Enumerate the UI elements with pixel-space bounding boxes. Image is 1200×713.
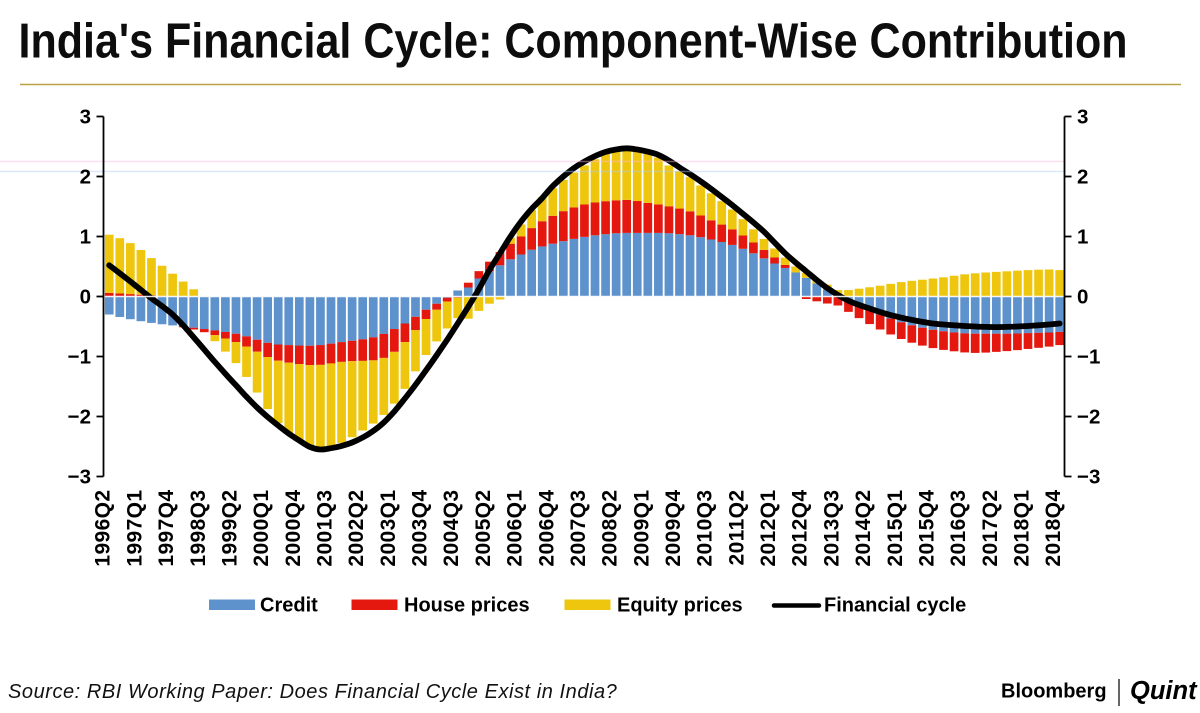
svg-text:2005Q2: 2005Q2 <box>472 490 495 567</box>
svg-text:2011Q2: 2011Q2 <box>725 490 748 566</box>
svg-text:2015Q4: 2015Q4 <box>915 490 938 567</box>
svg-text:2015Q1: 2015Q1 <box>884 490 907 567</box>
svg-text:2007Q3: 2007Q3 <box>567 490 590 567</box>
svg-text:1997Q1: 1997Q1 <box>123 490 146 567</box>
svg-text:Equity prices: Equity prices <box>617 595 743 617</box>
svg-text:2000Q1: 2000Q1 <box>250 490 273 567</box>
svg-text:1: 1 <box>80 226 91 249</box>
svg-text:2000Q4: 2000Q4 <box>282 490 305 567</box>
svg-text:2003Q1: 2003Q1 <box>377 490 400 567</box>
svg-text:2009Q1: 2009Q1 <box>630 490 653 567</box>
svg-text:Quint: Quint <box>1130 677 1198 705</box>
svg-text:2018Q1: 2018Q1 <box>1011 490 1034 567</box>
svg-text:1999Q2: 1999Q2 <box>219 490 242 567</box>
svg-text:2006Q1: 2006Q1 <box>504 490 527 567</box>
svg-text:2014Q2: 2014Q2 <box>852 490 875 567</box>
svg-text:2: 2 <box>80 166 91 189</box>
svg-text:2003Q4: 2003Q4 <box>409 490 432 567</box>
svg-text:2008Q2: 2008Q2 <box>599 490 622 567</box>
svg-text:2013Q3: 2013Q3 <box>820 490 843 567</box>
svg-text:0: 0 <box>80 286 91 309</box>
svg-text:2006Q4: 2006Q4 <box>535 490 558 567</box>
svg-text:2: 2 <box>1077 166 1088 189</box>
svg-text:2002Q2: 2002Q2 <box>345 490 368 567</box>
svg-text:−3: −3 <box>68 466 91 489</box>
svg-text:House prices: House prices <box>404 595 530 617</box>
svg-text:2009Q4: 2009Q4 <box>662 490 685 567</box>
svg-text:−2: −2 <box>68 406 91 429</box>
svg-text:−3: −3 <box>1077 466 1100 489</box>
svg-text:Bloomberg: Bloomberg <box>1001 681 1107 703</box>
svg-text:1997Q4: 1997Q4 <box>155 490 178 567</box>
svg-text:India's Financial Cycle: Compo: India's Financial Cycle: Component-Wise … <box>19 13 1128 68</box>
svg-text:−1: −1 <box>68 346 91 369</box>
svg-text:3: 3 <box>80 106 91 129</box>
svg-text:1996Q2: 1996Q2 <box>92 490 115 567</box>
svg-text:−2: −2 <box>1077 406 1100 429</box>
svg-text:Financial cycle: Financial cycle <box>824 595 966 617</box>
svg-text:2001Q3: 2001Q3 <box>314 490 337 567</box>
svg-text:Source: RBI Working Paper: Doe: Source: RBI Working Paper: Does Financia… <box>8 681 618 703</box>
svg-text:Credit: Credit <box>260 595 318 617</box>
svg-text:2018Q4: 2018Q4 <box>1042 490 1065 567</box>
svg-text:2012Q1: 2012Q1 <box>757 490 780 567</box>
svg-text:2016Q3: 2016Q3 <box>947 490 970 567</box>
svg-text:−1: −1 <box>1077 346 1100 369</box>
svg-text:2004Q3: 2004Q3 <box>440 490 463 567</box>
svg-text:1998Q3: 1998Q3 <box>187 490 210 567</box>
svg-text:1: 1 <box>1077 226 1088 249</box>
svg-text:2010Q3: 2010Q3 <box>694 490 717 567</box>
svg-text:2012Q4: 2012Q4 <box>789 490 812 567</box>
svg-text:0: 0 <box>1077 286 1088 309</box>
svg-text:2017Q2: 2017Q2 <box>979 490 1002 567</box>
svg-text:3: 3 <box>1077 106 1088 129</box>
